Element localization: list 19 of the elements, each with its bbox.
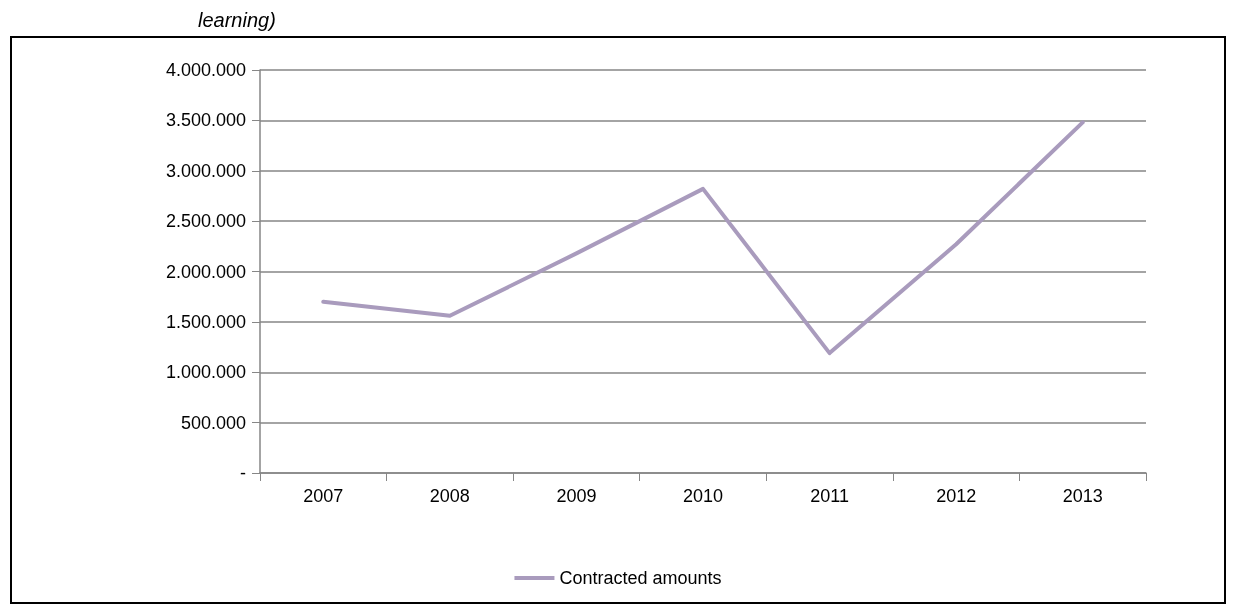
x-tick-label: 2009 [556, 486, 597, 506]
x-tick-label: 2013 [1062, 486, 1103, 506]
x-tick-label: 2008 [429, 486, 470, 506]
x-tick-label: 2007 [303, 486, 344, 506]
line-series [321, 120, 1085, 356]
x-tick-label: 2012 [936, 486, 977, 506]
y-tick-label: 4.000.000 [165, 60, 246, 80]
x-tick-label: 2010 [682, 486, 724, 506]
y-tick-label: 1.000.000 [165, 362, 246, 383]
text: learning) [198, 9, 276, 31]
y-tick-label: 2.000.000 [165, 261, 246, 282]
y-tick-label: - [240, 463, 246, 483]
y-tick-label: 3.000.000 [165, 160, 246, 181]
y-tick-label: 2.500.000 [165, 211, 246, 232]
legend-label: Contracted amounts [559, 568, 722, 588]
y-tick-label: 3.500.000 [165, 110, 246, 131]
x-tick-label: 2011 [810, 486, 849, 506]
y-tick-label: 500.000 [180, 412, 246, 433]
y-tick-label: 1.500.000 [165, 311, 246, 332]
